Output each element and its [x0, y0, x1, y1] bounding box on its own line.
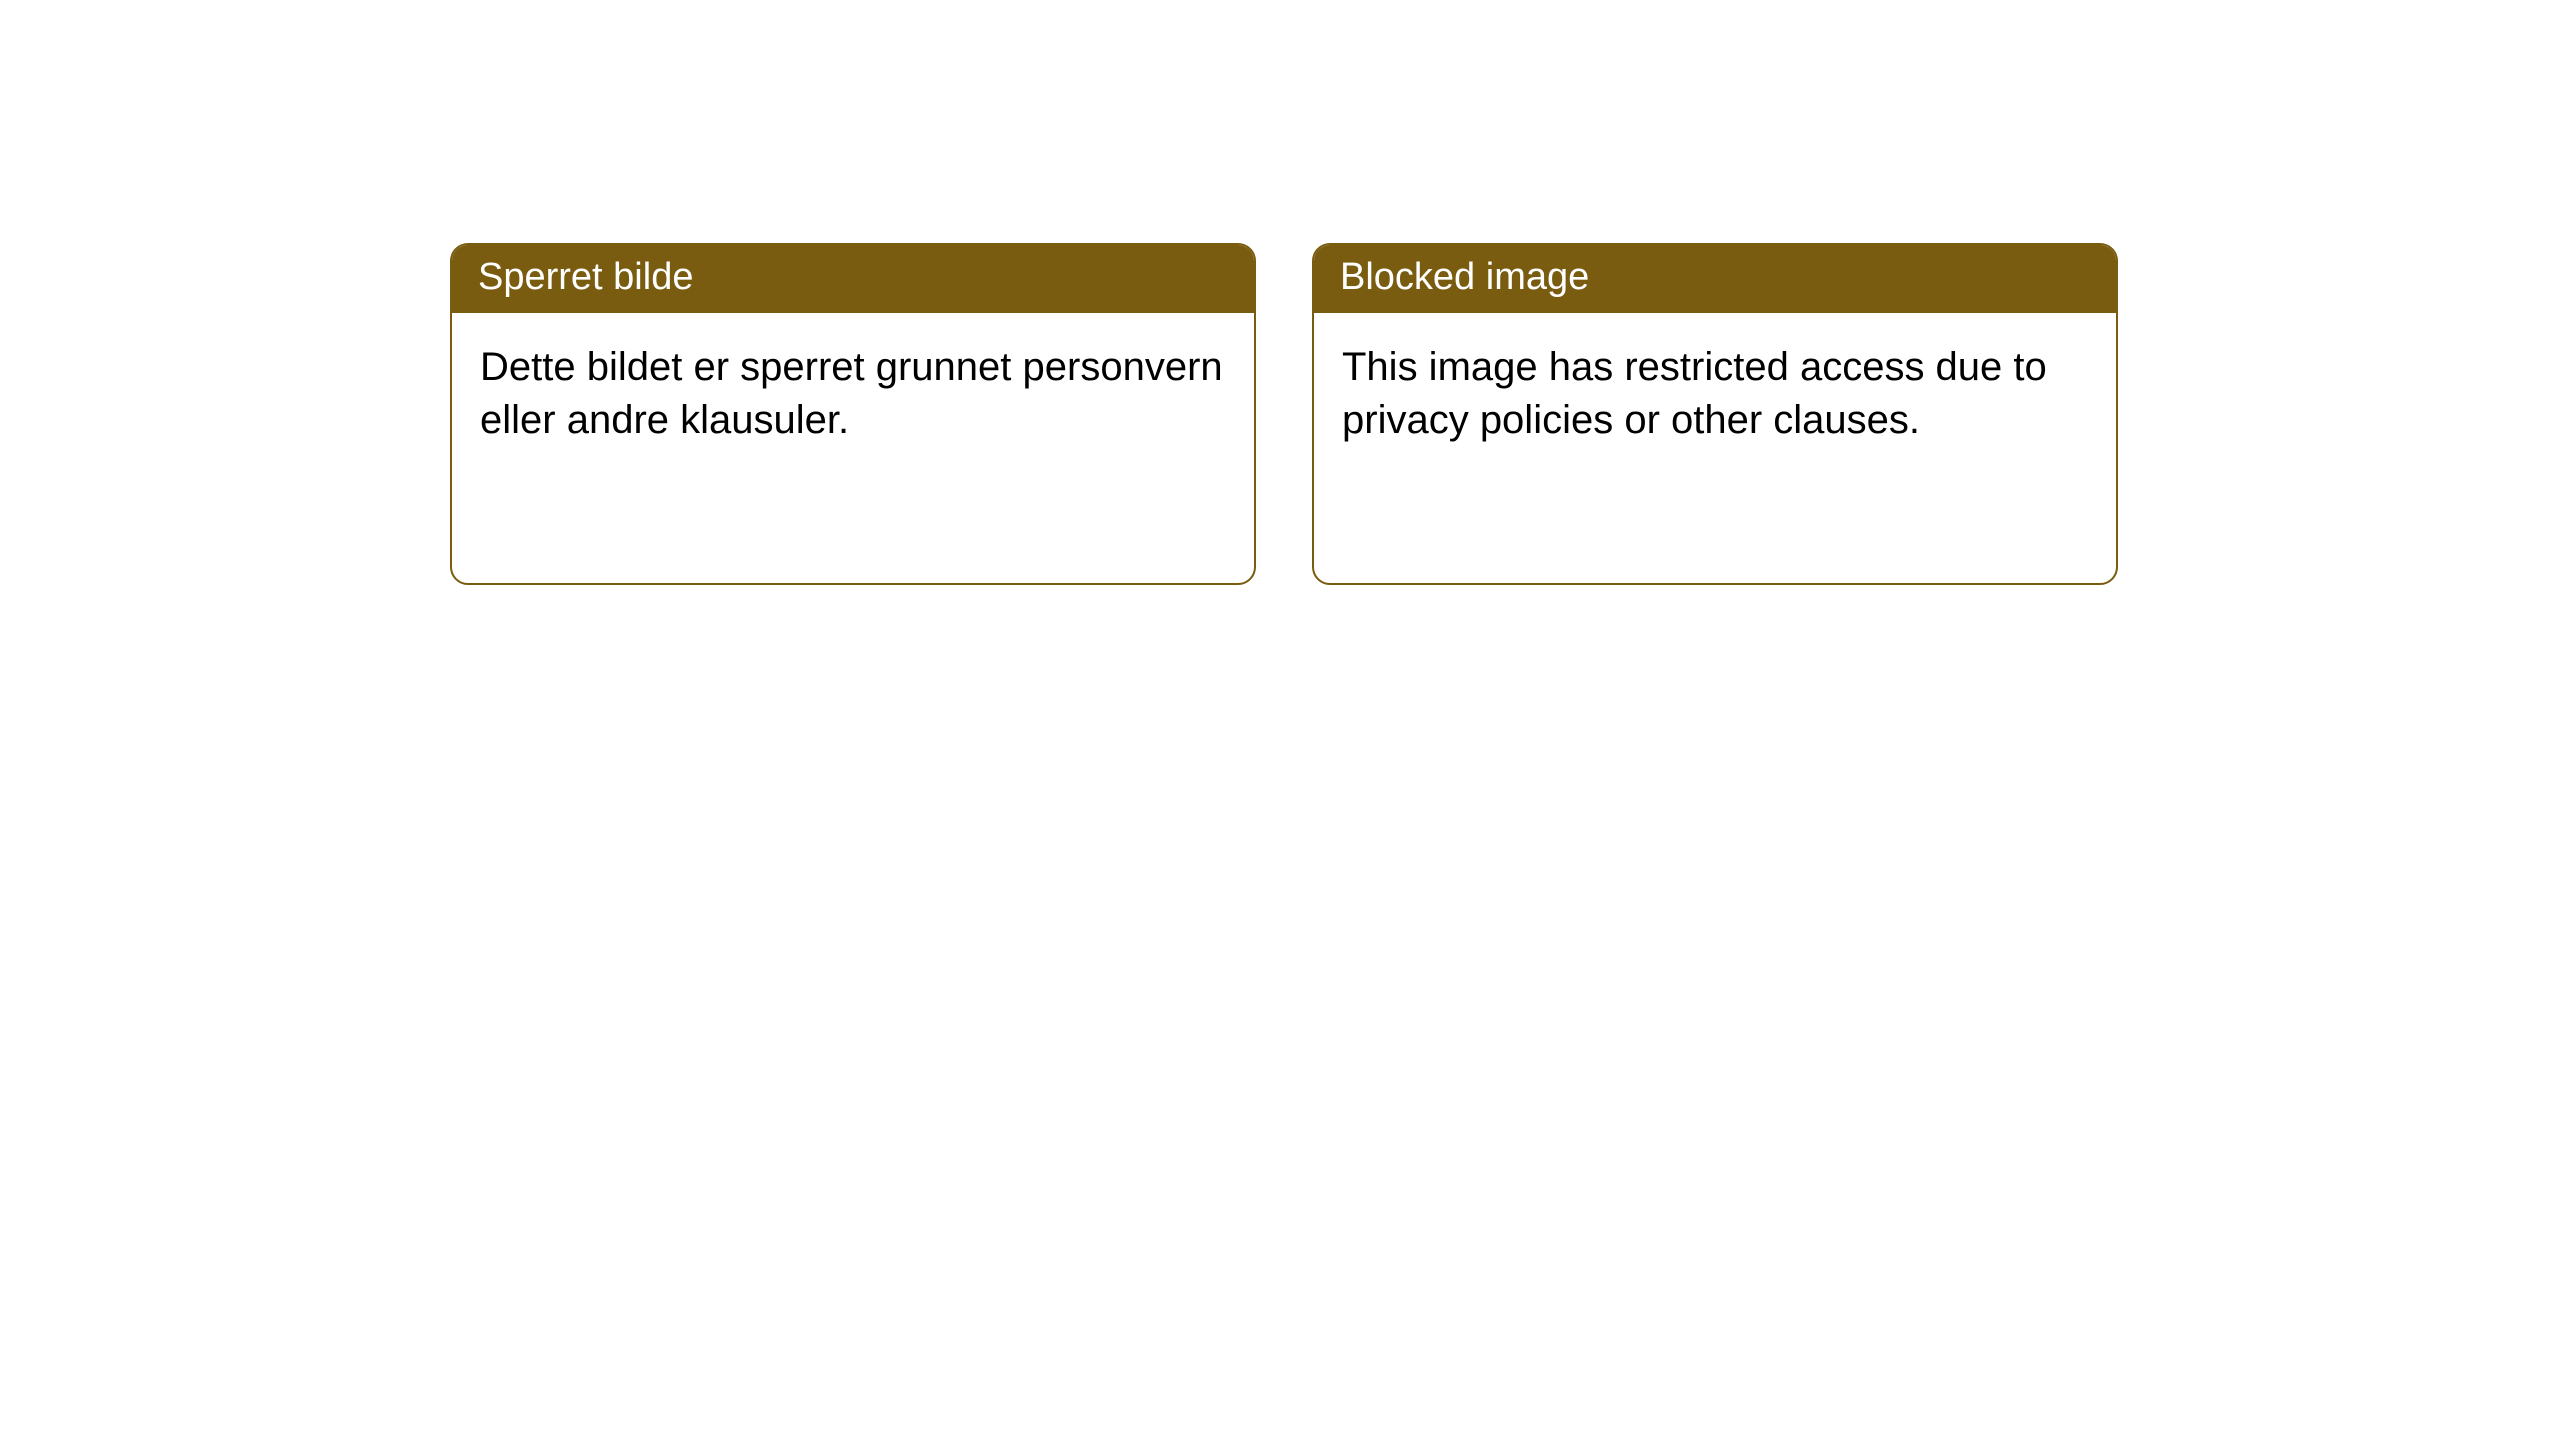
card-header: Sperret bilde — [452, 245, 1254, 313]
blocked-image-card-no: Sperret bilde Dette bildet er sperret gr… — [450, 243, 1256, 585]
card-body: This image has restricted access due to … — [1314, 313, 2116, 583]
card-body: Dette bildet er sperret grunnet personve… — [452, 313, 1254, 583]
cards-container: Sperret bilde Dette bildet er sperret gr… — [0, 0, 2560, 585]
blocked-image-card-en: Blocked image This image has restricted … — [1312, 243, 2118, 585]
card-header: Blocked image — [1314, 245, 2116, 313]
